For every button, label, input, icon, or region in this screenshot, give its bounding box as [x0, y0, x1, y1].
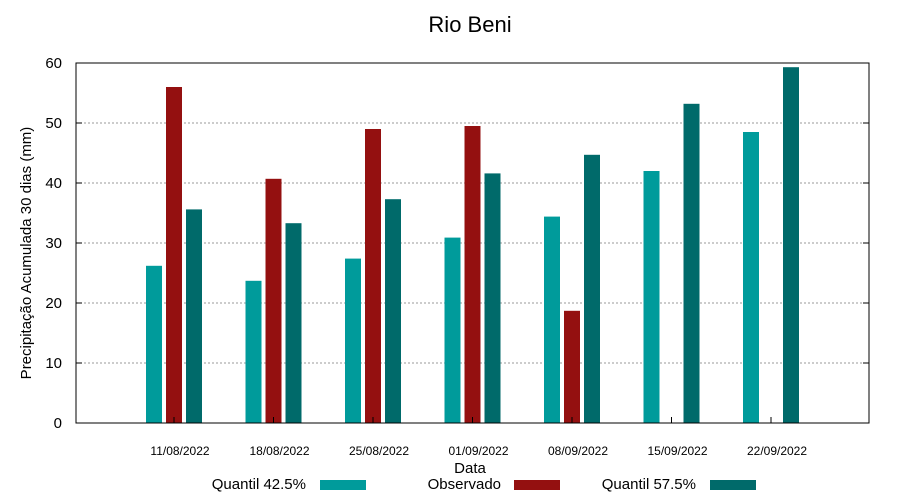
bar [265, 178, 282, 423]
x-tick-label: 18/08/2022 [249, 444, 309, 458]
y-axis-label: Precipitação Acumulada 30 dias (mm) [18, 127, 35, 380]
legend-label: Observado [428, 476, 501, 493]
x-tick-label: 25/08/2022 [349, 444, 409, 458]
bar [564, 310, 580, 423]
bar [584, 154, 600, 424]
bar [285, 223, 302, 423]
bars [146, 67, 799, 424]
bar [385, 199, 401, 423]
bar [783, 67, 799, 423]
y-tick-label: 0 [54, 415, 62, 432]
bar [166, 87, 182, 423]
x-tick-label: 15/09/2022 [647, 444, 707, 458]
legend-label: Quantil 42.5% [212, 476, 306, 493]
legend-swatch [710, 480, 756, 490]
bar [484, 173, 501, 423]
legend-swatch [514, 480, 560, 490]
y-tick-label: 40 [45, 175, 62, 192]
y-tick-label: 30 [45, 235, 62, 252]
y-tick-label: 20 [45, 295, 62, 312]
chart-title: Rio Beni [428, 12, 511, 37]
x-axis: 11/08/2022 18/08/2022 25/08/2022 01/09/2022… [150, 417, 807, 458]
x-tick-label: 11/08/2022 [150, 444, 209, 458]
x-tick-label: 22/09/2022 [747, 444, 807, 458]
y-tick-label: 60 [45, 55, 62, 72]
bar [186, 209, 202, 423]
legend: Quantil 42.5% Observado Quantil 57.5% [212, 476, 756, 493]
y-tick-label: 50 [45, 115, 62, 132]
legend-label: Quantil 57.5% [602, 476, 696, 493]
y-tick-label: 10 [45, 355, 62, 372]
bar [444, 237, 461, 423]
bar [544, 216, 560, 423]
bar [743, 132, 759, 423]
bar [245, 280, 262, 423]
bar [464, 126, 481, 423]
bar [365, 129, 381, 423]
x-tick-label: 01/09/2022 [448, 444, 508, 458]
bar [683, 103, 700, 424]
x-axis-label: Data [454, 460, 486, 477]
legend-swatch [320, 480, 366, 490]
bar [146, 265, 162, 423]
y-axis: 0 10 20 30 40 50 60 [45, 55, 869, 432]
bar [345, 258, 361, 423]
bar [643, 171, 660, 423]
x-tick-label: 08/09/2022 [548, 444, 608, 458]
